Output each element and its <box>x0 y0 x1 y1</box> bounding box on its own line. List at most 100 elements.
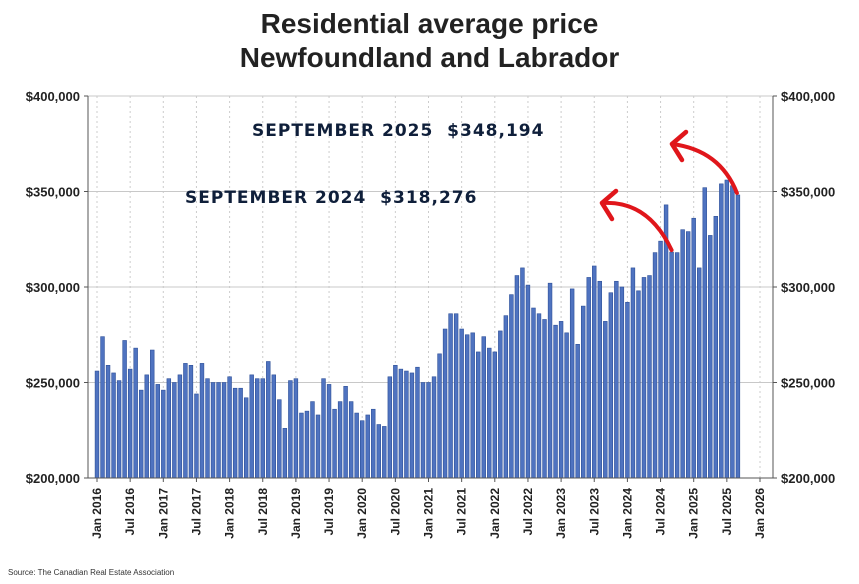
bar <box>255 378 260 479</box>
bar <box>542 319 547 479</box>
bar <box>442 328 448 479</box>
y-tick-label-right: $350,000 <box>781 185 835 200</box>
bar <box>116 380 122 479</box>
bar <box>127 368 133 479</box>
bar <box>365 414 370 479</box>
annotation-sep-2025: SEPTEMBER 2025 $348,194 <box>252 121 545 141</box>
x-tick-label: Jan 2026 <box>753 488 767 539</box>
bar <box>564 332 569 479</box>
bar <box>332 408 337 479</box>
bar <box>288 380 293 479</box>
bar <box>144 374 149 479</box>
arrow-sep-2025-head <box>669 129 689 163</box>
bar <box>453 313 459 479</box>
bar <box>503 315 509 479</box>
bar <box>387 376 393 479</box>
x-tick-label: Jan 2019 <box>289 488 303 539</box>
bar <box>636 290 641 479</box>
y-tick-label-left: $200,000 <box>26 471 80 486</box>
bar <box>597 280 602 479</box>
bar <box>260 378 265 479</box>
bar <box>619 286 625 479</box>
bar <box>277 399 282 479</box>
bar <box>161 389 166 479</box>
chart-title-line2: Newfoundland and Labrador <box>239 42 620 73</box>
bar <box>227 376 232 479</box>
bar <box>536 313 542 479</box>
bar <box>730 185 735 479</box>
bar <box>420 382 426 479</box>
x-tick-label: Jan 2023 <box>554 488 568 539</box>
bar <box>282 428 288 479</box>
bar <box>603 321 608 479</box>
bar <box>464 334 470 479</box>
bar <box>376 424 381 479</box>
x-tick-label: Jul 2022 <box>521 488 535 536</box>
bar <box>354 412 359 479</box>
bar <box>525 284 531 479</box>
bar <box>580 305 586 479</box>
bar <box>337 401 343 479</box>
x-tick-label: Jul 2024 <box>654 488 668 536</box>
arrow-sep-2024-head <box>599 188 619 222</box>
bar <box>122 340 127 479</box>
x-tick-label: Jul 2019 <box>322 488 336 536</box>
bar <box>111 372 116 479</box>
bar <box>680 229 685 479</box>
bar <box>713 216 719 479</box>
bar <box>409 372 415 479</box>
bar <box>647 275 652 479</box>
x-tick-label: Jan 2018 <box>223 488 237 539</box>
y-tick-label-left: $350,000 <box>26 185 80 200</box>
bar <box>210 382 216 479</box>
bar <box>531 307 536 479</box>
y-tick-label-right: $250,000 <box>781 376 835 391</box>
bar <box>299 412 304 479</box>
bar <box>674 252 680 479</box>
source-note: Source: The Canadian Real Estate Associa… <box>8 568 175 577</box>
bar <box>625 301 630 479</box>
bar <box>437 353 442 479</box>
bar <box>697 267 702 479</box>
y-tick-label-right: $400,000 <box>781 89 835 104</box>
bar <box>691 217 696 479</box>
bar <box>177 374 183 479</box>
bar <box>487 347 492 479</box>
bar <box>448 313 453 479</box>
bar <box>614 280 619 479</box>
chart-title-line1: Residential average price <box>260 8 599 39</box>
bar <box>658 240 663 479</box>
bar <box>652 252 658 479</box>
bar <box>553 324 558 479</box>
bar <box>685 231 691 479</box>
bar <box>735 194 741 479</box>
x-tick-label: Jan 2024 <box>620 488 634 539</box>
x-tick-label: Jan 2021 <box>422 488 436 539</box>
bar <box>343 386 348 479</box>
x-tick-label: Jul 2017 <box>189 488 203 536</box>
x-tick-label: Jan 2022 <box>488 488 502 539</box>
bar <box>586 277 591 479</box>
bar <box>569 288 575 479</box>
bar <box>315 414 321 479</box>
bar <box>481 336 486 479</box>
bar <box>371 408 376 479</box>
bar <box>199 363 205 479</box>
bar <box>547 282 553 479</box>
x-tick-label: Jul 2016 <box>123 488 137 536</box>
bar <box>520 267 525 479</box>
bar <box>321 378 326 479</box>
bar <box>669 251 674 479</box>
bar <box>221 382 227 479</box>
bar <box>558 321 564 479</box>
bar <box>575 343 580 479</box>
bar <box>415 366 420 479</box>
bar <box>105 365 111 479</box>
bar <box>426 382 431 479</box>
bar <box>194 393 199 479</box>
bar <box>133 347 138 479</box>
bar <box>183 363 188 479</box>
bar <box>166 378 172 479</box>
